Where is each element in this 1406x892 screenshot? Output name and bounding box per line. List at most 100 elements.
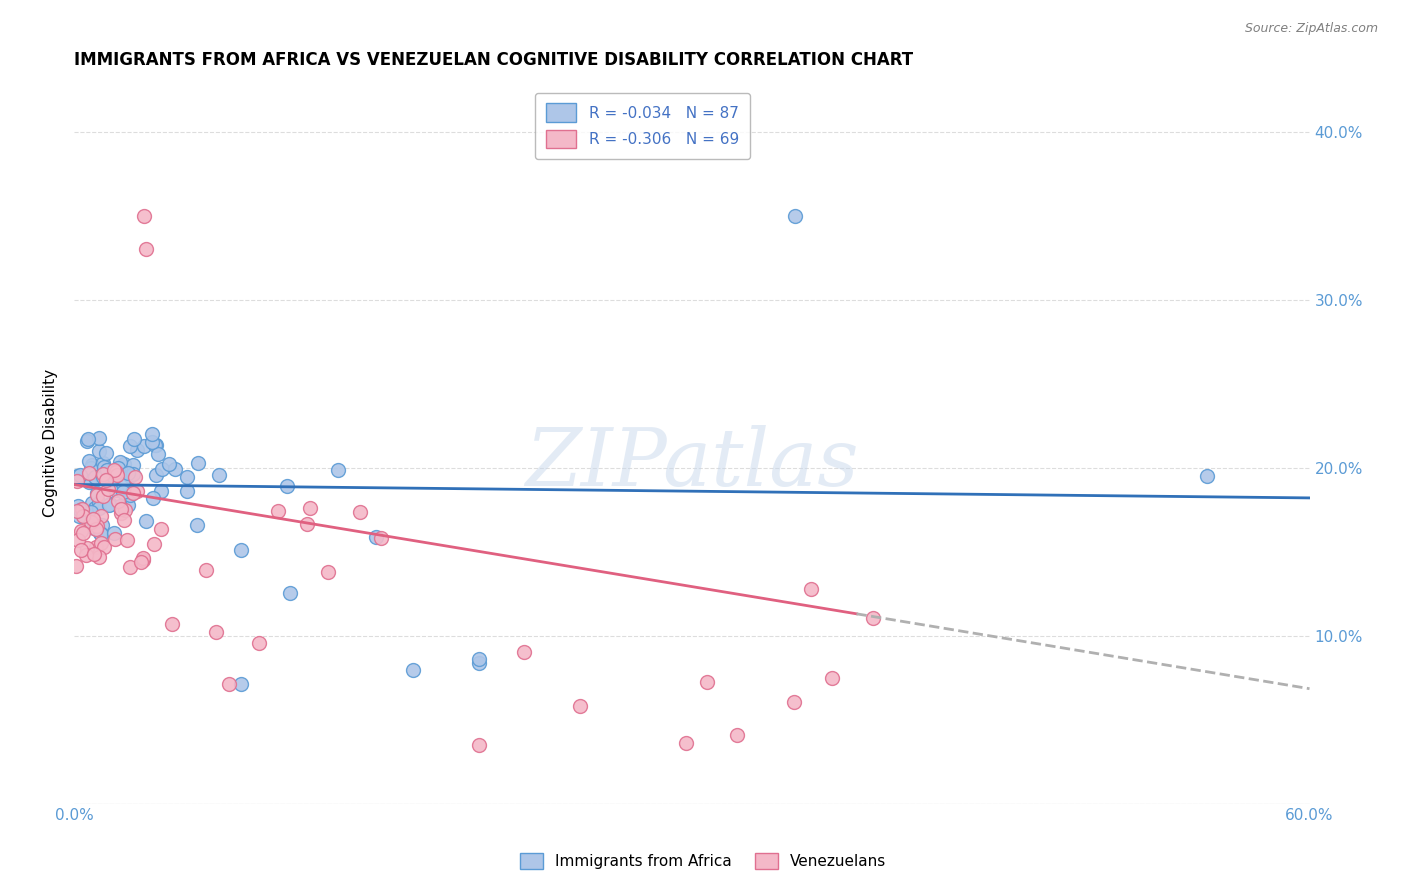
Point — [90, 527, 112, 541]
Text: Source: ZipAtlas.com: Source: ZipAtlas.com — [1244, 22, 1378, 36]
Point — [120, 469, 142, 483]
Point — [157, 457, 180, 471]
Point — [103, 463, 125, 477]
Point — [112, 458, 135, 472]
Point — [93, 470, 115, 484]
Point — [86, 486, 108, 500]
Point — [69, 503, 91, 517]
Point — [150, 484, 173, 499]
Point — [208, 467, 231, 482]
Point — [117, 466, 139, 480]
Point — [247, 636, 270, 650]
Point — [121, 467, 143, 481]
Point — [783, 209, 806, 223]
Point — [194, 563, 217, 577]
Point — [276, 479, 298, 493]
Point — [87, 444, 110, 458]
Point — [218, 676, 240, 690]
Point — [65, 558, 87, 573]
Point — [76, 434, 98, 449]
Point — [77, 466, 100, 480]
Point — [142, 537, 165, 551]
Point — [132, 209, 155, 223]
Point — [104, 465, 127, 479]
Point — [468, 652, 491, 666]
Point — [91, 489, 114, 503]
Point — [89, 525, 111, 540]
Point — [80, 505, 103, 519]
Point — [229, 677, 252, 691]
Point — [468, 656, 491, 670]
Point — [70, 524, 93, 538]
Point — [97, 483, 120, 497]
Point — [83, 470, 105, 484]
Point — [108, 455, 131, 469]
Point — [67, 509, 90, 524]
Point — [98, 498, 121, 512]
Point — [821, 671, 844, 685]
Point — [104, 483, 127, 497]
Point — [112, 512, 135, 526]
Point — [150, 462, 173, 476]
Point — [267, 503, 290, 517]
Point — [84, 540, 107, 554]
Point — [675, 736, 697, 750]
Legend: R = -0.034   N = 87, R = -0.306   N = 69: R = -0.034 N = 87, R = -0.306 N = 69 — [536, 93, 749, 159]
Point — [103, 532, 125, 546]
Point — [402, 663, 425, 677]
Point — [103, 470, 125, 484]
Point — [105, 467, 128, 482]
Point — [83, 501, 105, 516]
Point — [108, 499, 131, 513]
Point — [80, 496, 103, 510]
Point — [114, 502, 136, 516]
Point — [186, 517, 208, 532]
Point — [120, 559, 142, 574]
Point — [131, 553, 153, 567]
Point — [83, 521, 105, 535]
Point — [231, 542, 253, 557]
Point — [110, 502, 132, 516]
Point — [135, 514, 157, 528]
Point — [77, 432, 100, 446]
Point — [82, 515, 104, 529]
Point — [696, 674, 718, 689]
Point — [80, 515, 103, 529]
Point — [205, 624, 228, 639]
Point — [135, 243, 157, 257]
Point — [125, 442, 148, 457]
Point — [72, 525, 94, 540]
Point — [160, 616, 183, 631]
Text: ZIPatlas: ZIPatlas — [524, 425, 859, 503]
Point — [187, 456, 209, 470]
Point — [94, 446, 117, 460]
Point — [87, 549, 110, 564]
Point — [121, 486, 143, 500]
Point — [124, 470, 146, 484]
Point — [86, 522, 108, 536]
Point — [129, 555, 152, 569]
Point — [125, 484, 148, 499]
Point — [82, 512, 104, 526]
Point — [107, 461, 129, 475]
Point — [132, 551, 155, 566]
Point — [122, 432, 145, 446]
Point — [349, 505, 371, 519]
Point — [91, 456, 114, 470]
Point — [86, 518, 108, 533]
Point — [725, 728, 748, 742]
Point — [141, 427, 163, 442]
Point — [364, 530, 387, 544]
Point — [120, 439, 142, 453]
Point — [66, 468, 89, 483]
Point — [90, 518, 112, 533]
Point — [148, 447, 170, 461]
Point — [862, 611, 884, 625]
Point — [93, 459, 115, 474]
Point — [1195, 469, 1218, 483]
Point — [142, 491, 165, 505]
Point — [143, 438, 166, 452]
Y-axis label: Cognitive Disability: Cognitive Disability — [44, 368, 58, 516]
Point — [93, 540, 115, 554]
Point — [89, 500, 111, 515]
